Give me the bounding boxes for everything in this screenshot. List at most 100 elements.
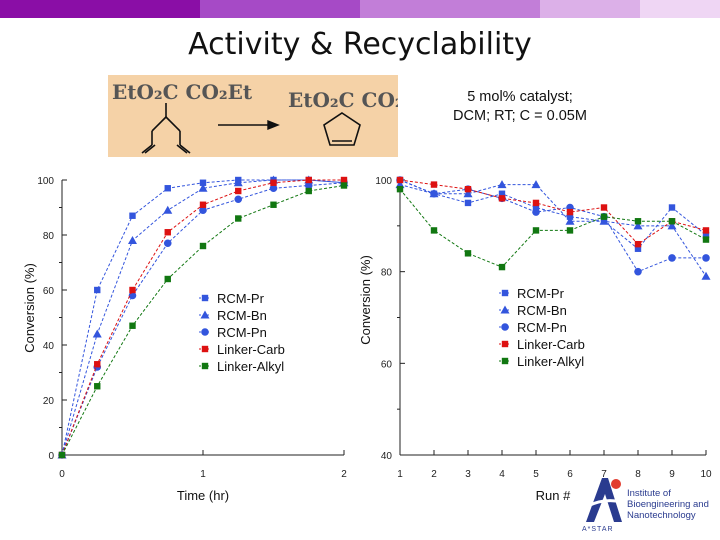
- astar-label: A*STAR: [582, 526, 614, 533]
- data-point: [667, 221, 677, 230]
- series-line: [399, 179, 706, 273]
- data-point: [430, 227, 438, 234]
- data-point: [532, 227, 540, 234]
- data-point: [634, 240, 642, 248]
- data-point: [235, 187, 242, 195]
- data-point: [233, 178, 243, 187]
- x-tick-label: 2: [431, 469, 437, 480]
- legend-marker: [501, 357, 509, 365]
- series-line: [61, 185, 345, 456]
- data-point: [128, 236, 137, 244]
- data-point: [163, 239, 172, 248]
- x-tick-label: 8: [635, 469, 641, 480]
- legend-label: RCM-Pr: [517, 286, 565, 301]
- x-axis-title: Run #: [536, 488, 571, 503]
- legend-label: Linker-Alkyl: [217, 359, 284, 374]
- x-tick-label: 10: [700, 469, 712, 480]
- x-tick-label: 2: [341, 469, 347, 480]
- reaction-scheme: EtO₂C CO₂Et EtO₂C CO₂Et: [108, 75, 429, 157]
- y-tick-label: 60: [43, 286, 55, 297]
- data-point: [58, 451, 66, 459]
- legend-marker: [201, 294, 209, 302]
- legend-marker: [501, 289, 509, 297]
- legend: RCM-Pr RCM-Bn RCM-Pn Linker-Carb Linker-Alky…: [499, 286, 585, 369]
- data-point: [199, 206, 207, 215]
- y-tick-label: 100: [375, 176, 392, 187]
- data-point: [701, 271, 711, 280]
- data-point: [566, 208, 574, 216]
- legend-marker: [501, 340, 509, 348]
- data-point: [340, 182, 348, 189]
- data-point: [600, 204, 608, 211]
- data-point: [269, 184, 278, 193]
- x-tick-label: 4: [499, 469, 505, 480]
- institute-name-line-1: Institute of: [627, 488, 671, 499]
- data-point: [498, 263, 506, 271]
- banner-segment-5: [640, 0, 720, 18]
- data-point: [305, 176, 312, 184]
- data-point: [305, 187, 312, 195]
- x-tick-label: 9: [669, 469, 675, 480]
- x-tick-label: 1: [200, 469, 206, 480]
- legend-label: Linker-Carb: [217, 342, 285, 357]
- series-rcm-bn: [395, 180, 711, 280]
- data-point: [668, 204, 676, 211]
- y-tick-label: 0: [48, 451, 54, 462]
- data-point: [702, 227, 710, 234]
- x-tick-label: 5: [533, 469, 539, 480]
- banner-segment-4: [540, 0, 640, 18]
- legend-label: Linker-Carb: [517, 337, 585, 352]
- data-point: [668, 254, 676, 262]
- data-point: [464, 185, 472, 193]
- data-point: [565, 216, 575, 225]
- y-tick-label: 60: [381, 359, 393, 370]
- data-point: [164, 229, 171, 236]
- data-point: [270, 179, 277, 186]
- data-point: [430, 181, 438, 188]
- data-point: [129, 212, 136, 219]
- data-point: [199, 179, 207, 186]
- astar-logo-icon: [586, 478, 623, 522]
- legend-label: RCM-Pn: [517, 320, 567, 335]
- x-tick-label: 3: [465, 469, 471, 480]
- institute-name-line-3: Nanotechnology: [627, 510, 696, 521]
- data-point: [532, 199, 540, 207]
- legend-marker: [201, 328, 209, 336]
- banner-segment-1: [0, 0, 200, 18]
- data-point: [396, 185, 404, 193]
- data-point: [164, 185, 171, 192]
- legend-marker: [200, 310, 210, 319]
- data-point: [235, 215, 242, 222]
- series-line: [399, 184, 707, 277]
- data-point: [129, 322, 136, 329]
- series-line: [399, 179, 707, 250]
- data-point: [270, 201, 277, 208]
- chart-2: 40 60 80 100 1 2 3 4 5 6 7 8 9 10 Conversion (%) Run # R…: [358, 176, 712, 503]
- page-title: Activity & Recyclability: [188, 27, 532, 62]
- legend-label: RCM-Bn: [217, 308, 267, 323]
- data-point: [463, 189, 473, 198]
- data-point: [633, 221, 643, 230]
- conditions-line-2: DCM; RT; C = 0.05M: [453, 108, 587, 124]
- data-point: [92, 329, 102, 338]
- legend-label: RCM-Pr: [217, 291, 265, 306]
- series-linker-alkyl: [396, 185, 710, 271]
- data-point: [634, 267, 642, 276]
- institute-logo: [578, 472, 718, 538]
- y-tick-label: 80: [381, 268, 393, 279]
- series-line: [399, 179, 707, 245]
- data-point: [164, 275, 171, 283]
- x-tick-label: 0: [59, 469, 65, 480]
- y-axis-title: Conversion (%): [22, 263, 37, 353]
- data-point: [94, 383, 101, 390]
- reaction-arrow: [218, 119, 280, 131]
- banner-segment-2: [200, 0, 360, 18]
- y-tick-label: 80: [43, 231, 55, 242]
- data-point: [531, 180, 541, 189]
- data-point: [532, 204, 540, 211]
- y-axis-title: Conversion (%): [358, 255, 373, 345]
- data-point: [198, 183, 208, 192]
- data-point: [396, 176, 404, 184]
- series-linker-alkyl: [58, 182, 348, 459]
